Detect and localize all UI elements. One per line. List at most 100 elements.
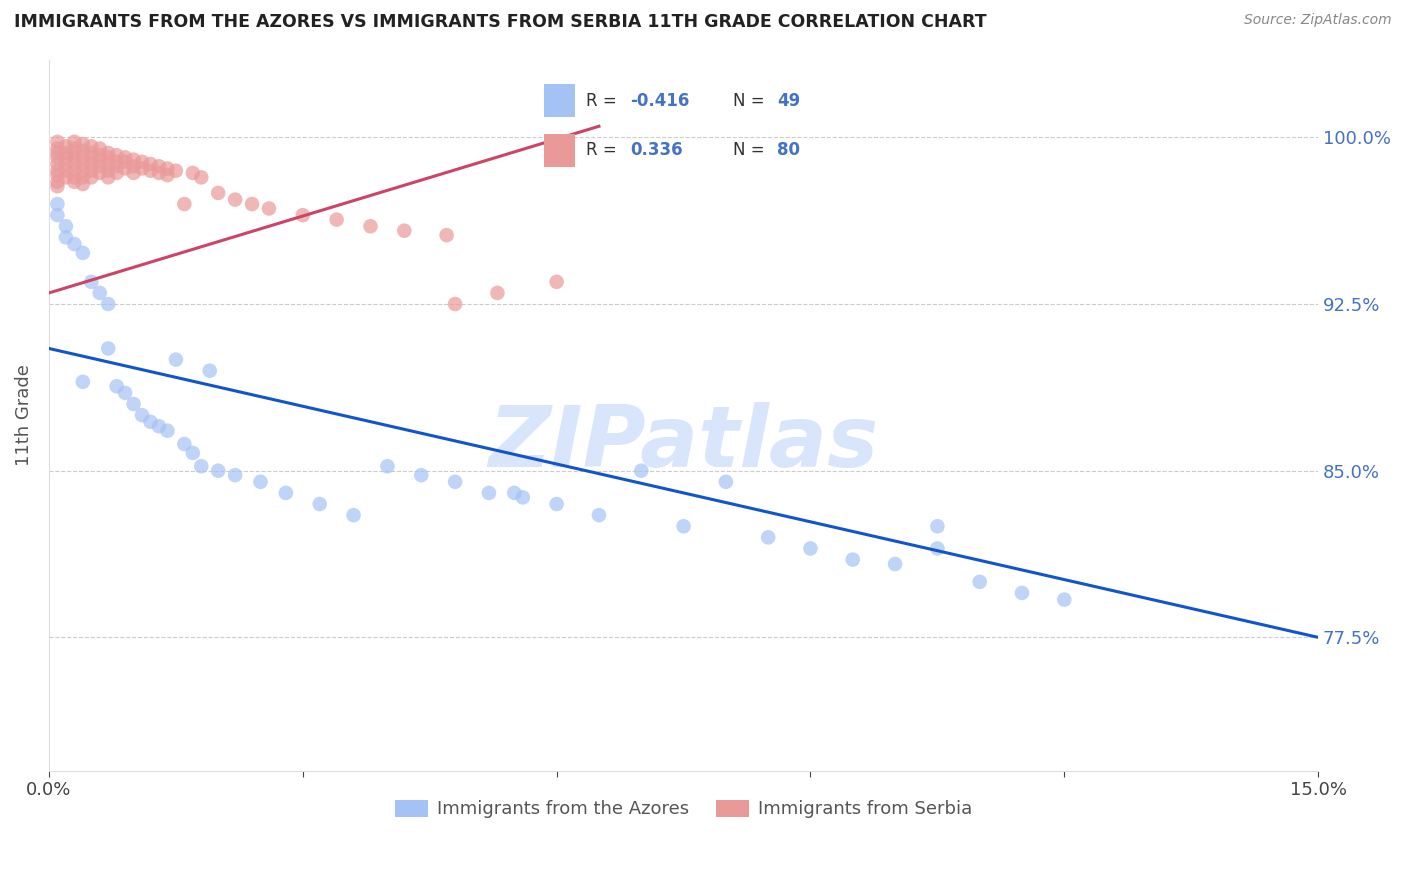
Point <box>72 144 94 158</box>
Point <box>165 163 187 178</box>
Legend: Immigrants from the Azores, Immigrants from Serbia: Immigrants from the Azores, Immigrants f… <box>388 792 979 826</box>
Point <box>224 193 246 207</box>
Point <box>105 166 128 180</box>
Point <box>512 491 534 505</box>
Point <box>156 168 179 182</box>
Point <box>436 228 458 243</box>
Point <box>114 150 136 164</box>
Point <box>799 541 821 556</box>
Point <box>80 157 103 171</box>
Point <box>131 408 153 422</box>
Point <box>148 166 170 180</box>
Point <box>714 475 737 489</box>
Point <box>63 163 86 178</box>
Point <box>122 153 145 167</box>
Point <box>165 352 187 367</box>
Point <box>122 397 145 411</box>
Point <box>80 275 103 289</box>
Point <box>55 170 77 185</box>
Point <box>63 157 86 171</box>
Point <box>55 150 77 164</box>
Point <box>72 246 94 260</box>
Point <box>131 161 153 176</box>
Point <box>139 415 162 429</box>
Point <box>181 446 204 460</box>
Point <box>105 379 128 393</box>
Point <box>97 342 120 356</box>
Point <box>308 497 330 511</box>
Point <box>89 166 111 180</box>
Point <box>342 508 364 523</box>
Point <box>190 170 212 185</box>
Point <box>274 486 297 500</box>
Point <box>63 150 86 164</box>
Point <box>546 497 568 511</box>
Point <box>207 464 229 478</box>
Point <box>97 157 120 171</box>
Point <box>156 424 179 438</box>
Point <box>114 161 136 176</box>
Point <box>63 141 86 155</box>
Point <box>97 150 120 164</box>
Point <box>80 163 103 178</box>
Point <box>486 285 509 300</box>
Point <box>97 163 120 178</box>
Point <box>46 150 69 164</box>
Point <box>249 475 271 489</box>
Point <box>46 168 69 182</box>
Point <box>360 219 382 234</box>
Point <box>969 574 991 589</box>
Point <box>224 468 246 483</box>
Point <box>72 177 94 191</box>
Point <box>97 170 120 185</box>
Point <box>190 459 212 474</box>
Point <box>97 145 120 160</box>
Point <box>105 148 128 162</box>
Point <box>546 275 568 289</box>
Point <box>173 437 195 451</box>
Point <box>105 159 128 173</box>
Point <box>377 459 399 474</box>
Point <box>122 159 145 173</box>
Point <box>756 530 779 544</box>
Point <box>46 157 69 171</box>
Point <box>156 161 179 176</box>
Point <box>55 219 77 234</box>
Point <box>89 159 111 173</box>
Point <box>55 163 77 178</box>
Point <box>80 145 103 160</box>
Point <box>131 154 153 169</box>
Point <box>63 145 86 160</box>
Point <box>97 297 120 311</box>
Point <box>148 419 170 434</box>
Point <box>588 508 610 523</box>
Point <box>55 230 77 244</box>
Point <box>198 364 221 378</box>
Point <box>46 135 69 149</box>
Point <box>503 486 526 500</box>
Point <box>444 475 467 489</box>
Point <box>181 166 204 180</box>
Point <box>240 197 263 211</box>
Point <box>80 139 103 153</box>
Point <box>927 541 949 556</box>
Point <box>46 163 69 178</box>
Point <box>148 159 170 173</box>
Point <box>63 175 86 189</box>
Point <box>630 464 652 478</box>
Point <box>411 468 433 483</box>
Point <box>46 179 69 194</box>
Text: Source: ZipAtlas.com: Source: ZipAtlas.com <box>1244 13 1392 28</box>
Text: IMMIGRANTS FROM THE AZORES VS IMMIGRANTS FROM SERBIA 11TH GRADE CORRELATION CHAR: IMMIGRANTS FROM THE AZORES VS IMMIGRANTS… <box>14 13 987 31</box>
Point <box>63 135 86 149</box>
Point <box>114 385 136 400</box>
Point <box>105 154 128 169</box>
Point <box>927 519 949 533</box>
Point <box>478 486 501 500</box>
Point <box>63 237 86 252</box>
Point <box>89 141 111 155</box>
Point <box>89 285 111 300</box>
Point <box>884 557 907 571</box>
Point <box>207 186 229 200</box>
Point <box>394 224 416 238</box>
